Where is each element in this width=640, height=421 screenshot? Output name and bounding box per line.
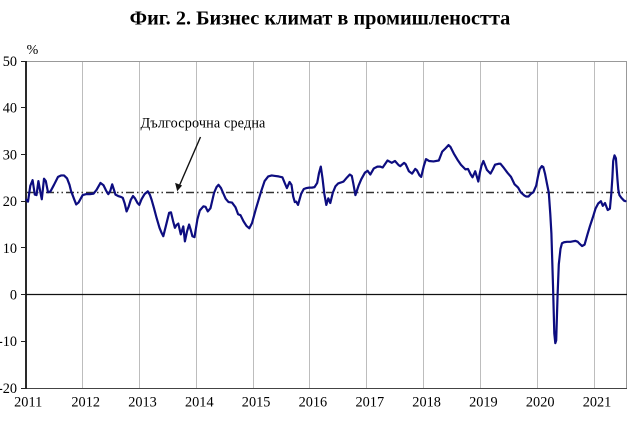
svg-text:-20: -20 <box>0 381 17 397</box>
svg-text:0: 0 <box>10 288 17 304</box>
svg-text:2018: 2018 <box>412 395 441 411</box>
svg-text:%: % <box>27 43 39 58</box>
svg-text:2020: 2020 <box>526 395 555 411</box>
svg-text:10: 10 <box>3 241 17 257</box>
svg-text:2011: 2011 <box>14 395 42 411</box>
svg-text:2016: 2016 <box>299 395 328 411</box>
svg-text:50: 50 <box>3 54 17 70</box>
svg-text:2012: 2012 <box>71 395 100 411</box>
svg-text:Фиг. 2. Бизнес климат в промиш: Фиг. 2. Бизнес климат в промишлеността <box>130 8 511 30</box>
svg-text:2014: 2014 <box>185 395 214 411</box>
svg-text:2017: 2017 <box>356 395 385 411</box>
svg-text:-10: -10 <box>0 334 17 350</box>
svg-text:2013: 2013 <box>128 395 157 411</box>
svg-text:20: 20 <box>3 194 17 210</box>
svg-text:2021: 2021 <box>583 395 612 411</box>
svg-text:40: 40 <box>3 101 17 117</box>
svg-text:30: 30 <box>3 147 17 163</box>
svg-text:Дългосрочна средна: Дългосрочна средна <box>141 116 267 132</box>
svg-text:2019: 2019 <box>469 395 498 411</box>
svg-text:2015: 2015 <box>242 395 271 411</box>
